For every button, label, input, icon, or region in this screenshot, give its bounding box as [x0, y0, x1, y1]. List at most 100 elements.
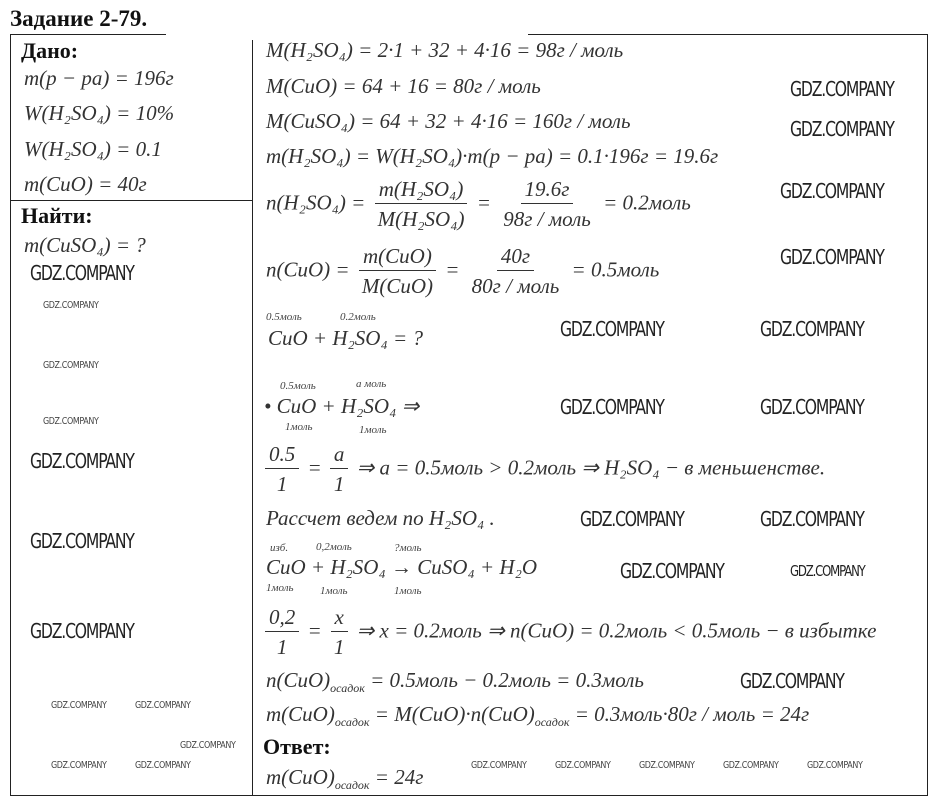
- fraction: 40г 80г / моль: [468, 242, 564, 301]
- watermark: GDZ.COMPANY: [560, 395, 665, 419]
- moles-cuo: n(CuO) = m(CuO) M(CuO) = 40г 80г / моль = …: [266, 242, 659, 301]
- given-item: m(CuO) = 40г: [24, 172, 147, 196]
- watermark: GDZ.COMPANY: [471, 760, 527, 771]
- formula-text: n(H₂SO₄) =: [266, 190, 366, 215]
- watermark: GDZ.COMPANY: [30, 619, 135, 643]
- formula-text: = 0.3моль·80г / моль = 24г: [574, 702, 810, 726]
- annotation: 0.5моль: [280, 380, 316, 392]
- watermark: GDZ.COMPANY: [760, 507, 865, 531]
- watermark: GDZ.COMPANY: [51, 700, 107, 711]
- watermark: GDZ.COMPANY: [760, 317, 865, 341]
- annotation: ?моль: [394, 542, 422, 554]
- find-heading: Найти:: [21, 203, 93, 228]
- mass-h2so4: m(H₂SO₄) = W(H₂SO₄)·m(p − pa) = 0.1·196г…: [266, 144, 719, 168]
- denominator: 1: [276, 635, 288, 659]
- watermark: GDZ.COMPANY: [790, 562, 866, 580]
- subscript: осадок: [334, 778, 370, 792]
- watermark: GDZ.COMPANY: [30, 449, 135, 473]
- mass-cuo-remaining: m(CuO)осадок = M(CuO)·n(CuO)осадок = 0.3…: [266, 702, 809, 734]
- divider: [10, 200, 252, 201]
- watermark: GDZ.COMPANY: [760, 395, 865, 419]
- watermark: GDZ.COMPANY: [135, 700, 191, 711]
- molar-mass-cuso4: M(CuSO₄) = 64 + 32 + 4·16 = 160г / моль: [266, 109, 631, 133]
- fraction: 0,2 1: [265, 603, 300, 662]
- annotation: 0.5моль: [266, 311, 302, 323]
- watermark: GDZ.COMPANY: [180, 740, 236, 751]
- molar-mass-cuo: M(CuO) = 64 + 16 = 80г / моль: [266, 74, 541, 98]
- annotation: 1моль: [359, 424, 387, 436]
- formula-text: = 0.5моль: [571, 257, 660, 282]
- reaction-equation: CuO + H₂SO₄ = ?: [268, 326, 423, 350]
- denominator: 1: [333, 635, 345, 659]
- fraction: 19.6г 98г / моль: [499, 175, 595, 234]
- find-item: m(CuSO₄) = ?: [24, 233, 146, 257]
- annotation: 1моль: [285, 421, 313, 433]
- reaction-equation: • CuO + H₂SO₄ ⇒: [264, 394, 420, 418]
- denominator: 1: [276, 472, 288, 496]
- divider: [927, 34, 928, 796]
- formula-text: ⇒ a = 0.5моль > 0.2моль ⇒ H₂SO₄ − в мень…: [356, 455, 826, 480]
- denominator: M(H₂SO₄): [377, 207, 465, 231]
- watermark: GDZ.COMPANY: [780, 245, 885, 269]
- molar-mass-h2so4: M(H₂SO₄) = 2·1 + 32 + 4·16 = 98г / моль: [266, 38, 624, 62]
- watermark: GDZ.COMPANY: [807, 760, 863, 771]
- moles-h2so4: n(H₂SO₄) = m(H₂SO₄) M(H₂SO₄) = 19.6г 98г /…: [266, 175, 691, 234]
- answer: m(CuO)осадок = 24г: [266, 765, 423, 797]
- watermark: GDZ.COMPANY: [43, 300, 99, 311]
- formula-text: =: [307, 455, 322, 480]
- watermark: GDZ.COMPANY: [51, 760, 107, 771]
- fraction: m(H₂SO₄) M(H₂SO₄): [374, 175, 469, 234]
- answer-heading: Ответ:: [263, 734, 331, 759]
- given-item: m(p − pa) = 196г: [24, 66, 174, 90]
- formula-text: = 0.5моль − 0.2моль = 0.3моль: [370, 668, 644, 692]
- watermark: GDZ.COMPANY: [580, 507, 685, 531]
- subscript: осадок: [330, 681, 365, 695]
- divider: [10, 34, 11, 796]
- formula-text: =: [307, 618, 322, 643]
- given-item: W(H₂SO₄) = 0.1: [24, 137, 162, 161]
- formula-text: n(CuO) =: [266, 257, 350, 282]
- watermark: GDZ.COMPANY: [723, 760, 779, 771]
- task-title: Задание 2-79.: [10, 6, 148, 31]
- annotation: 0.2моль: [340, 311, 376, 323]
- formula-text: =: [476, 190, 491, 215]
- annotation: 1моль: [320, 585, 348, 597]
- watermark: GDZ.COMPANY: [43, 416, 99, 427]
- divider: [252, 40, 253, 796]
- watermark: GDZ.COMPANY: [790, 77, 895, 101]
- denominator: M(CuO): [361, 274, 433, 298]
- subscript: осадок: [534, 715, 570, 729]
- watermark: GDZ.COMPANY: [790, 117, 895, 141]
- annotation: a моль: [356, 378, 387, 390]
- subscript: осадок: [334, 715, 370, 729]
- denominator: 98г / моль: [503, 207, 591, 231]
- denominator: 80г / моль: [471, 274, 560, 298]
- annotation: 1моль: [266, 582, 294, 594]
- fraction: 0.5 1: [265, 440, 300, 499]
- watermark: GDZ.COMPANY: [620, 559, 725, 583]
- numerator: 0,2: [265, 603, 300, 632]
- formula-text: = 0.2моль: [603, 190, 691, 215]
- formula-text: ⇒ x = 0.2моль ⇒ n(CuO) = 0.2моль < 0.5мо…: [356, 618, 877, 643]
- formula-text: m(CuO): [266, 702, 335, 726]
- numerator: m(H₂SO₄): [374, 175, 468, 204]
- reaction-equation: CuO + H₂SO₄ → CuSO₄ + H₂O: [266, 555, 538, 579]
- divider: [528, 34, 928, 35]
- annotation: 0,2моль: [316, 541, 352, 553]
- numerator: 19.6г: [520, 175, 574, 204]
- formula-text: = 24г: [374, 765, 424, 789]
- annotation: изб.: [270, 542, 289, 554]
- fraction: m(CuO) M(CuO): [358, 242, 437, 301]
- divider: [10, 795, 928, 796]
- calculation-note: Рассчет ведем по H₂SO₄ .: [266, 506, 495, 530]
- denominator: 1: [333, 472, 345, 496]
- watermark: GDZ.COMPANY: [639, 760, 695, 771]
- given-item: W(H₂SO₄) = 10%: [24, 101, 175, 125]
- numerator: 40г: [496, 242, 535, 271]
- formula-text: =: [445, 257, 460, 282]
- watermark: GDZ.COMPANY: [135, 760, 191, 771]
